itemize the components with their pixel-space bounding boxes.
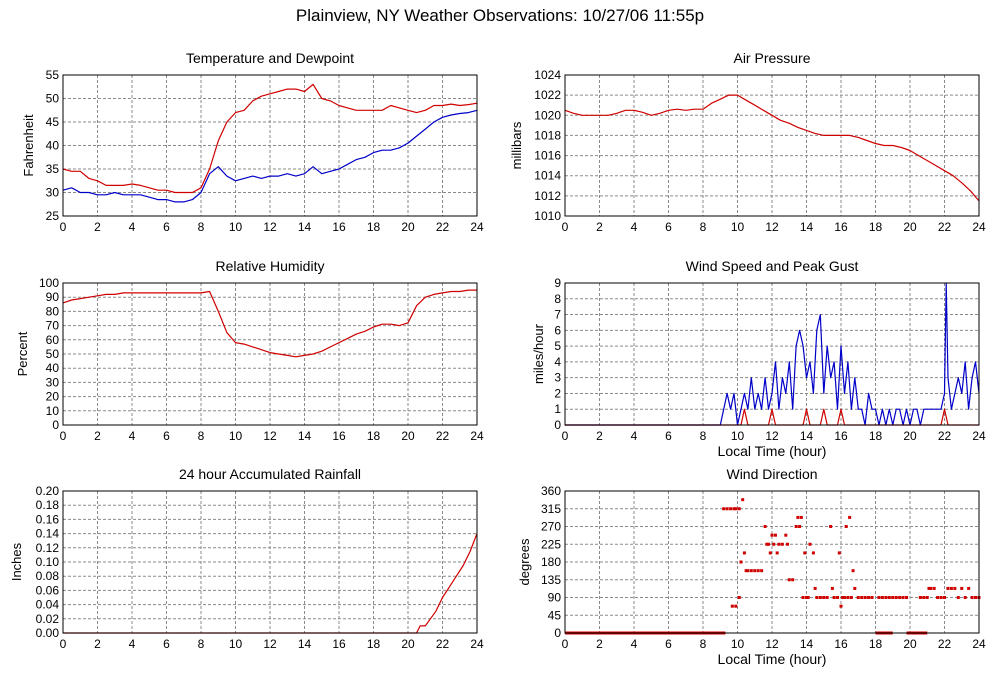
y-tick-label: 55 — [46, 68, 60, 82]
x-tick-label: 0 — [60, 220, 67, 234]
chart-title: Temperature and Dewpoint — [186, 50, 354, 66]
grid — [63, 75, 477, 216]
x-tick-label: 2 — [94, 220, 101, 234]
y-tick-label: 45 — [46, 115, 60, 129]
x-tick-label: 14 — [298, 220, 312, 234]
y-tick-label: 35 — [46, 162, 60, 176]
x-tick-label: 6 — [163, 220, 170, 234]
y-tick-label: 50 — [46, 92, 60, 106]
x-tick-label: 18 — [367, 220, 381, 234]
x-tick-label: 16 — [332, 220, 346, 234]
y-axis-label: Fahrenheit — [21, 114, 36, 177]
x-tick-label: 24 — [470, 220, 484, 234]
series-line-0 — [62, 83, 478, 194]
y-tick-label: 25 — [46, 209, 60, 223]
x-tick-label: 22 — [436, 220, 450, 234]
x-tick-label: 20 — [401, 220, 415, 234]
x-tick-label: 10 — [229, 220, 243, 234]
page-title: Plainview, NY Weather Observations: 10/2… — [295, 6, 705, 25]
y-tick-label: 30 — [46, 186, 60, 200]
y-tick-label: 40 — [46, 139, 60, 153]
x-tick-label: 12 — [263, 220, 277, 234]
plot-frame — [62, 74, 478, 217]
series-line-1 — [62, 109, 478, 203]
x-tick-label: 8 — [198, 220, 205, 234]
x-tick-label: 4 — [129, 220, 136, 234]
